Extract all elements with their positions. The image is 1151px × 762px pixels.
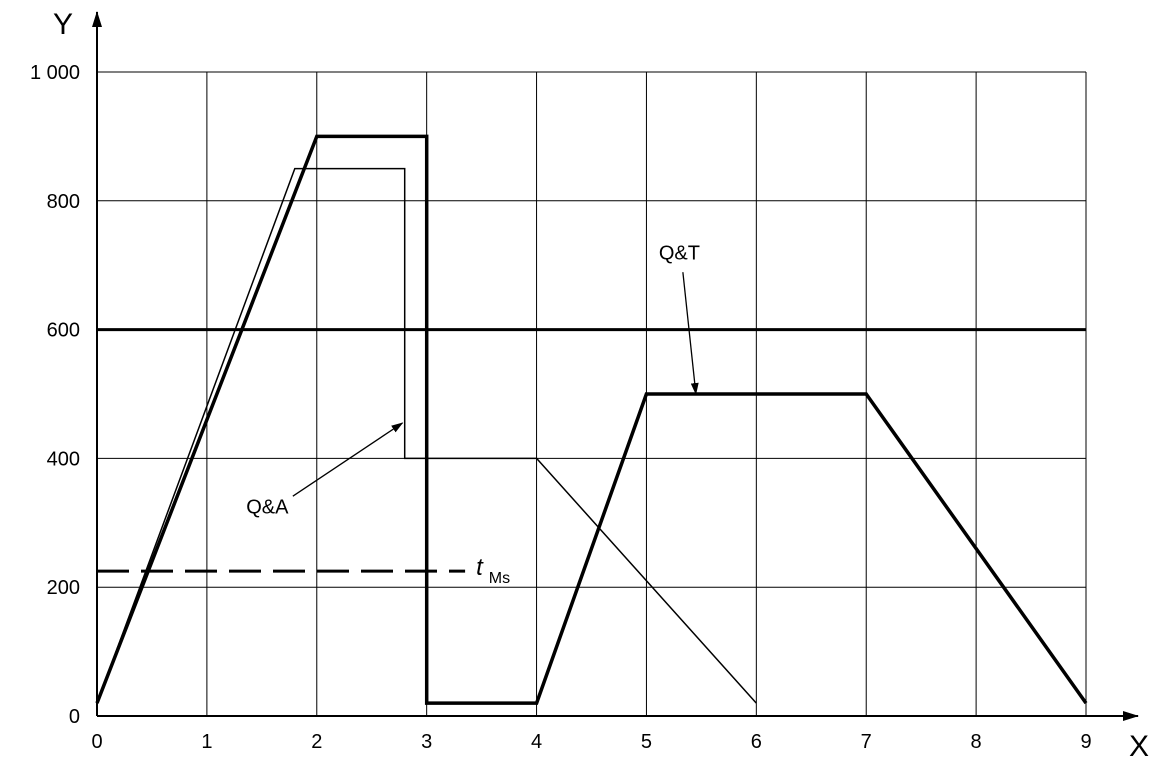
- x-tick-label-8: 8: [971, 731, 982, 753]
- annotation-t-main: t: [476, 554, 484, 581]
- y-tick-label-4: 800: [47, 191, 80, 213]
- y-tick-label-0: 0: [69, 706, 80, 728]
- annotation-q-a-arrow: [292, 422, 404, 497]
- x-tick-label-4: 4: [531, 731, 542, 753]
- x-tick-label-5: 5: [641, 731, 652, 753]
- x-tick-label-9: 9: [1080, 731, 1091, 753]
- series-q-t-line: [95, 134, 1088, 705]
- annotation-q-t-label: Q&T: [659, 242, 700, 264]
- annotation-q-t-arrow: [682, 272, 699, 395]
- series-layer: [95, 134, 1088, 705]
- x-tick-label-0: 0: [91, 731, 102, 753]
- annotation-t-subscript: Ms: [489, 570, 510, 587]
- y-tick-label-2: 400: [47, 448, 80, 470]
- x-axis-title: X: [1129, 730, 1149, 762]
- x-tick-label-3: 3: [421, 731, 432, 753]
- y-tick-label-1: 200: [47, 577, 80, 599]
- annotations: Q&T Q&A t Ms: [246, 242, 700, 587]
- y-tick-label-3: 600: [47, 320, 80, 342]
- series-q-a-line: [96, 167, 757, 704]
- x-tick-label-6: 6: [751, 731, 762, 753]
- annotation-q-a-label: Q&A: [246, 497, 289, 519]
- x-tick-label-7: 7: [861, 731, 872, 753]
- axes: 0 1 2 3 4 5 6 7 8 9 0 200 400 600 800 1 000 X Y: [30, 8, 1149, 762]
- y-axis-title: Y: [53, 8, 73, 41]
- x-tick-label-1: 1: [201, 731, 212, 753]
- y-tick-label-5: 1 000: [30, 62, 80, 84]
- grid: [97, 71, 1087, 716]
- x-tick-label-2: 2: [311, 731, 322, 753]
- annotation-t-label: t Ms: [476, 554, 510, 587]
